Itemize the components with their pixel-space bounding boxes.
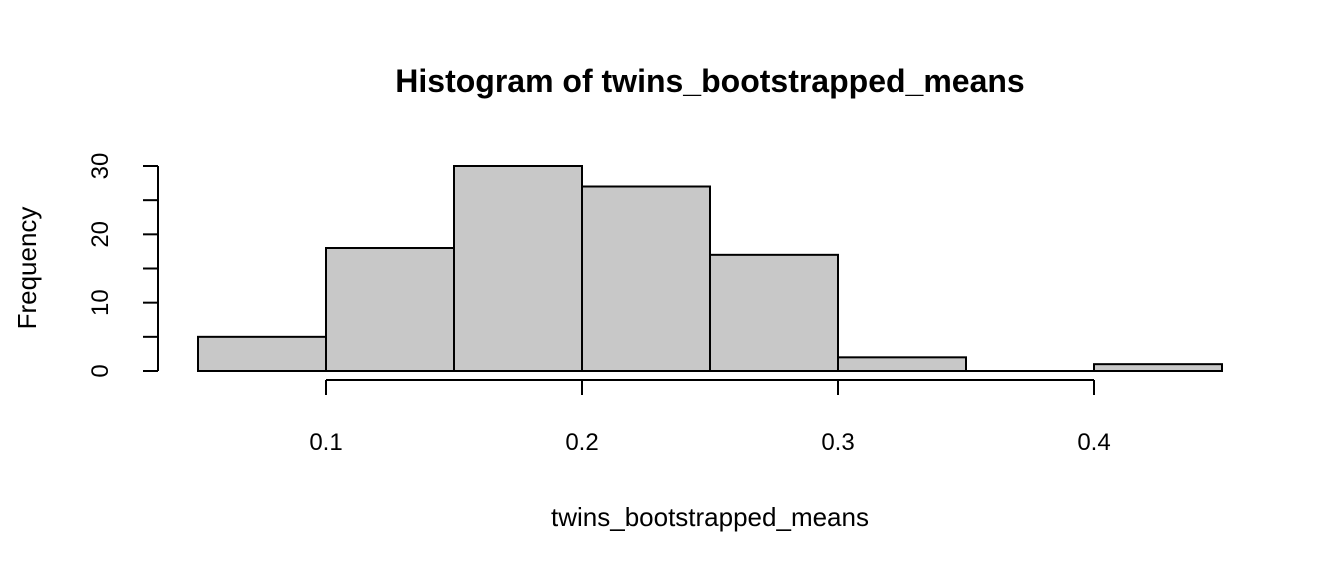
x-tick-label: 0.1: [309, 429, 342, 456]
histogram-bar: [1093, 363, 1223, 372]
histogram-bar: [581, 185, 711, 372]
x-axis: 0.1 0.2 0.3 0.4: [309, 379, 1111, 456]
x-tick-label: 0.4: [1077, 429, 1110, 456]
x-axis-label: twins_bootstrapped_means: [551, 502, 869, 532]
y-axis-label: Frequency: [12, 207, 42, 330]
bars-group: [197, 165, 1223, 373]
y-tick-label: 20: [87, 221, 114, 248]
y-tick-label: 10: [87, 289, 114, 316]
histogram-bar: [453, 165, 583, 372]
histogram-bar: [709, 253, 839, 372]
y-tick-label: 30: [87, 153, 114, 180]
chart-title: Histogram of twins_bootstrapped_means: [395, 63, 1024, 99]
y-axis: 0 10 20 30: [87, 153, 159, 378]
histogram-bar: [197, 335, 327, 373]
y-tick-label: 0: [87, 364, 114, 377]
x-tick-label: 0.2: [565, 429, 598, 456]
histogram-bar: [325, 247, 455, 372]
x-tick-label: 0.3: [821, 429, 854, 456]
histogram-bar: [837, 356, 967, 373]
